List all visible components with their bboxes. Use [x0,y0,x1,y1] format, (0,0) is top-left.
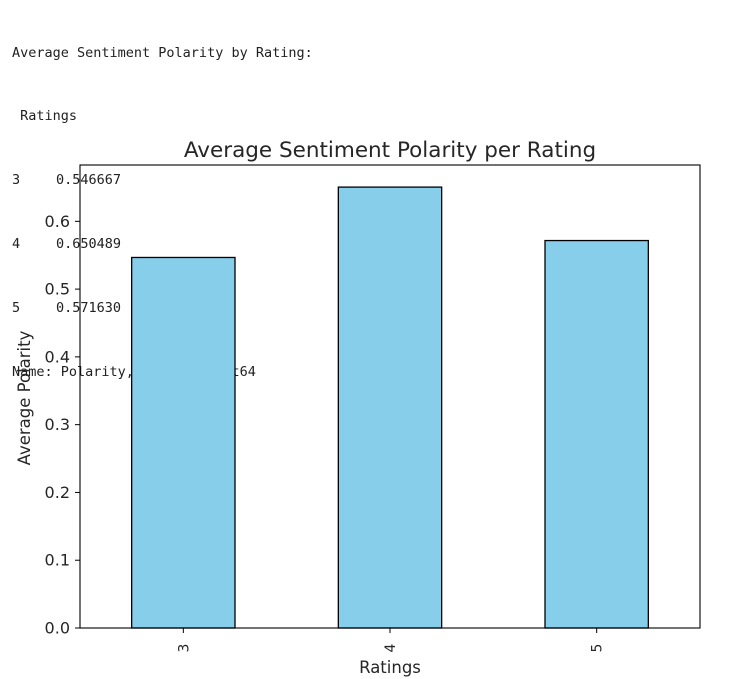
series-row: 4 0.650489 [12,234,313,255]
plot-frame [79,164,701,629]
series-row-index: 5 [12,300,21,317]
x-tick-label: 4 [383,643,399,652]
series-row-value: 0.650489 [56,236,122,253]
y-tick-label: 0.2 [45,483,70,502]
chart-title: Average Sentiment Polarity per Rating [184,138,596,163]
series-row-index: 4 [12,236,21,253]
x-tick-label: 5 [590,644,606,653]
series-row-value: 0.546667 [56,172,122,189]
bar-rating-3 [131,256,236,629]
bar-rating-5 [544,239,649,629]
x-axis-label: Ratings [359,658,421,677]
x-tick-label: 3 [176,644,192,653]
y-tick-label: 0.3 [45,415,70,434]
series-row: 3 0.546667 [12,170,313,191]
ticks-layer: 3 4 5 0.0 0.1 0.2 0.3 0.4 0.5 0.6 [45,212,606,653]
bars-layer [131,186,649,629]
y-axis-label: Average Polarity [15,330,34,465]
bar-chart: Average Sentiment Polarity per Rating Av… [15,138,701,677]
series-row-index: 3 [12,172,21,189]
bar-rating-4 [337,186,443,629]
y-tick-label: 0.1 [45,551,70,570]
console-header: Average Sentiment Polarity by Rating: [12,44,313,61]
console-output: Average Sentiment Polarity by Rating: Ra… [12,0,313,405]
series-row-value: 0.571630 [56,300,122,317]
y-tick-label: 0.0 [45,619,70,638]
series-row: 5 0.571630 [12,298,313,319]
y-tick-label: 0.6 [45,212,70,231]
y-tick-label: 0.4 [45,347,70,366]
y-tick-label: 0.5 [45,280,70,299]
series-index-name: Ratings [12,108,78,125]
